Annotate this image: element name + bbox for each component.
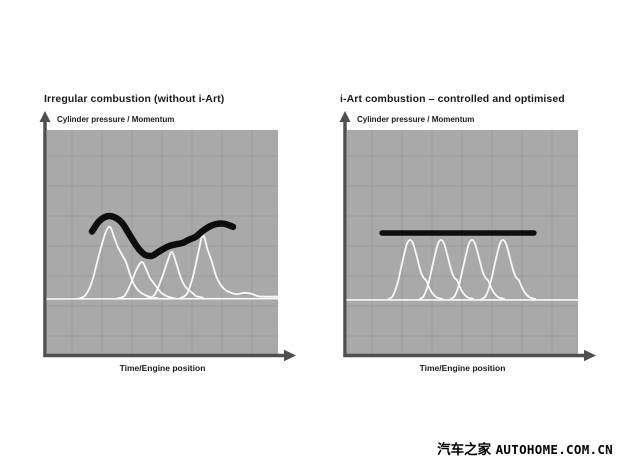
series-combustion-pulse-1 (76, 225, 159, 300)
series-combustion-pulse-2 (116, 261, 177, 300)
y-axis-arrow-icon (39, 111, 51, 122)
x-axis-label: Time/Engine position (119, 363, 206, 373)
series-combustion-pulse-2 (418, 239, 475, 301)
series-momentum-trace-irregular (88, 212, 237, 260)
x-axis-arrow-icon (284, 349, 296, 362)
x-axis-label: Time/Engine position (419, 363, 506, 373)
series-combustion-pulse-4 (480, 239, 537, 301)
y-axis-label: Cylinder pressure / Momentum (57, 115, 175, 124)
watermark-cn-text: 汽车之家 (437, 442, 492, 458)
y-axis-label: Cylinder pressure / Momentum (357, 115, 475, 124)
series-combustion-pulse-4 (178, 234, 279, 300)
panel-iart-combustion: i-Art combustion – controlled and optimi… (332, 84, 620, 384)
pressure-plot-irregular (39, 111, 296, 362)
chart-title-irregular: Irregular combustion (without i-Art) (44, 92, 225, 105)
y-axis-arrow-icon (339, 111, 351, 122)
pressure-plot-iart (339, 111, 596, 362)
series-combustion-pulse-3 (449, 239, 506, 301)
panel-irregular-combustion: Irregular combustion (without i-Art) Cyl… (32, 84, 332, 384)
x-axis-arrow-icon (584, 349, 596, 362)
watermark: 汽车之家 AUTOHOME.COM.CN (437, 438, 613, 459)
watermark-en-text: AUTOHOME.COM.CN (495, 442, 613, 457)
series-combustion-pulse-1 (387, 239, 444, 301)
chart-title-iart: i-Art combustion – controlled and optimi… (340, 92, 565, 105)
series-combustion-pulse-3 (146, 251, 204, 300)
